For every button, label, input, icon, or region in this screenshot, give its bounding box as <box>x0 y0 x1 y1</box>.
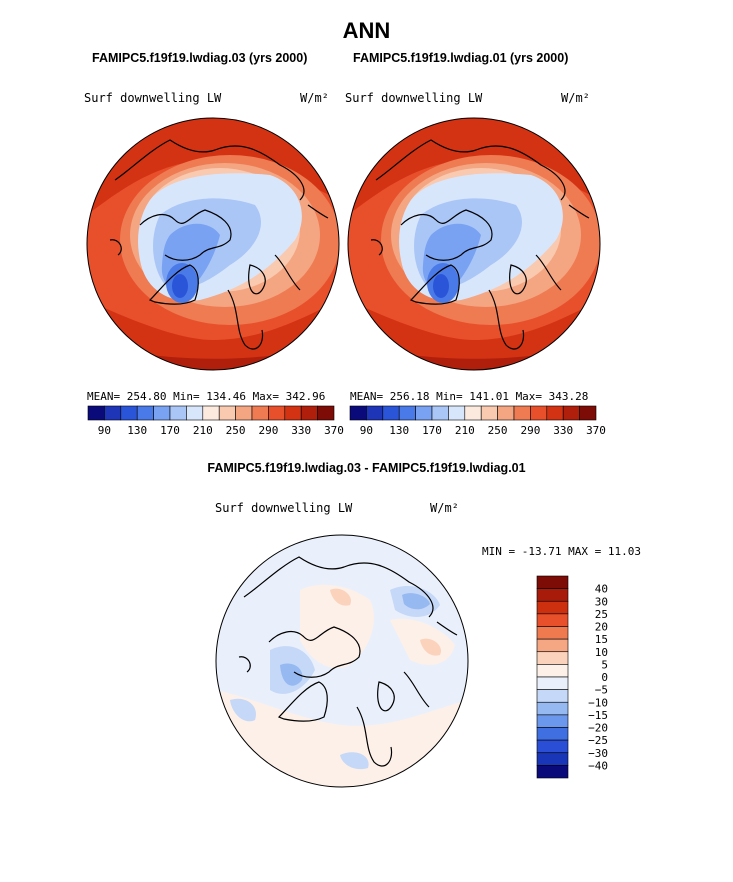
panel2-colorbar-swatch <box>546 405 564 421</box>
panel3-colorbar-swatch <box>536 765 569 779</box>
panel3-map <box>215 534 469 788</box>
panel2-colorbar-tick-label: 330 <box>553 424 573 437</box>
panel2-colorbar-swatch <box>497 405 515 421</box>
panel3-colorbar-swatch <box>536 626 569 640</box>
panel2-units-label: W/m² <box>561 91 590 105</box>
panel3-colorbar-tick-label: 20 <box>595 621 608 634</box>
panel3-colorbar-swatch <box>536 638 569 653</box>
panel3-colorbar-tick-label: −10 <box>588 696 608 709</box>
panel2-colorbar-swatch <box>448 405 466 421</box>
panel2-colorbar-swatch <box>464 405 482 421</box>
panel1-colorbar-tick-label: 170 <box>160 424 180 437</box>
panel1-colorbar-swatch <box>87 405 105 421</box>
panel3-colorbar-swatch <box>536 714 569 728</box>
panel3-colorbar-tick-label: −40 <box>588 759 608 772</box>
panel3-colorbar-swatch <box>536 575 569 589</box>
panel3-colorbar-swatch <box>536 651 569 665</box>
panel3-colorbar-tick-label: −30 <box>588 747 608 760</box>
panel2-colorbar-swatch <box>349 405 367 421</box>
panel3-stats: MIN = -13.71 MAX = 11.03 <box>482 545 641 558</box>
panel1-colorbar-swatch <box>169 405 187 421</box>
panel1-stats: MEAN= 254.80 Min= 134.46 Max= 342.96 <box>87 390 326 403</box>
panel1-colorbar-tick-label: 290 <box>258 424 278 437</box>
panel1-colorbar-swatch <box>202 405 220 421</box>
panel2-colorbar-swatch <box>579 405 597 421</box>
panel3-colorbar-swatch <box>536 676 569 690</box>
panel2-colorbar-swatch <box>366 405 384 421</box>
panel1-colorbar-swatch <box>235 405 253 421</box>
panel3-colorbar-tick-label: −25 <box>588 734 608 747</box>
panel3-subtitle: FAMIPC5.f19f19.lwdiag.03 - FAMIPC5.f19f1… <box>207 461 526 475</box>
panel2-colorbar-swatch <box>480 405 498 421</box>
page-title: ANN <box>342 18 391 43</box>
panel1-map <box>86 117 340 371</box>
panel3-colorbar-tick-label: 0 <box>601 671 608 684</box>
panel1-colorbar-tick-label: 130 <box>127 424 147 437</box>
panel1-colorbar-swatch <box>251 405 269 421</box>
panel3-colorbar-tick-label: −5 <box>595 684 608 697</box>
panel1-colorbar-swatch <box>284 405 302 421</box>
panel3-colorbar-tick-label: −20 <box>588 722 608 735</box>
panel3-colorbar-swatch <box>536 588 569 602</box>
panel3-colorbar-swatch <box>536 613 569 627</box>
panel2-colorbar-tick-label: 290 <box>520 424 540 437</box>
panel1-colorbar-tick-label: 370 <box>324 424 344 437</box>
panel3-colorbar-tick-label: 30 <box>595 595 608 608</box>
panel1-colorbar-tick-label: 250 <box>226 424 246 437</box>
panel1-colorbar-tick-label: 330 <box>291 424 311 437</box>
panel2-colorbar-swatch <box>530 405 548 421</box>
panel3-colorbar-tick-label: 15 <box>595 633 608 646</box>
panel1-units-label: W/m² <box>300 91 329 105</box>
panel1-colorbar-swatch <box>120 405 138 421</box>
panel1-colorbar-swatch <box>268 405 286 421</box>
panel3-units-label: W/m² <box>430 501 459 515</box>
panel3-colorbar-tick-label: 10 <box>595 646 608 659</box>
panel2-colorbar-tick-label: 170 <box>422 424 442 437</box>
panel2-colorbar-tick-label: 370 <box>586 424 606 437</box>
panel1-colorbar-swatch <box>153 405 171 421</box>
panel1-subtitle: FAMIPC5.f19f19.lwdiag.03 (yrs 2000) <box>92 51 308 65</box>
panel3-colorbar-swatch <box>536 689 569 703</box>
panel1-colorbar-swatch <box>136 405 154 421</box>
panel3-colorbar-tick-label: 25 <box>595 608 608 621</box>
panel3-colorbar-swatch <box>536 664 569 678</box>
panel2-colorbar-swatch <box>398 405 416 421</box>
panel2-stats: MEAN= 256.18 Min= 141.01 Max= 343.28 <box>350 390 589 403</box>
panel1-colorbar-tick-label: 210 <box>193 424 213 437</box>
panel2-colorbar-swatch <box>513 405 531 421</box>
panel2-colorbar: 90 130 170 210 250 290 330 370 <box>349 405 606 437</box>
panel1-colorbar-tick-label: 90 <box>98 424 111 437</box>
panel2-variable-label: Surf downwelling LW <box>345 91 483 105</box>
panel2-colorbar-tick-label: 210 <box>455 424 475 437</box>
panel3-colorbar-tick-label: 5 <box>601 658 608 671</box>
panel3-colorbar-swatch <box>536 600 569 615</box>
panel2-map <box>347 117 601 371</box>
panel3-colorbar-swatch <box>536 739 569 754</box>
panel2-colorbar-swatch <box>431 405 449 421</box>
panel2-colorbar-swatch <box>415 405 433 421</box>
panel1-colorbar-swatch <box>104 405 122 421</box>
panel2-colorbar-swatch <box>382 405 400 421</box>
panel1-colorbar-swatch <box>300 405 318 421</box>
panel3-colorbar-swatch <box>536 727 569 741</box>
panel1-colorbar-swatch <box>317 405 335 421</box>
panel2-colorbar-swatch <box>562 405 580 421</box>
panel1-colorbar-swatch <box>186 405 204 421</box>
panel3-colorbar-tick-label: −15 <box>588 709 608 722</box>
panel3-colorbar-swatch <box>536 752 569 766</box>
panel1-colorbar: 90 130 170 210 250 290 330 370 <box>87 405 344 437</box>
panel1-variable-label: Surf downwelling LW <box>84 91 222 105</box>
panel3-colorbar-swatch <box>536 701 569 716</box>
panel3-variable-label: Surf downwelling LW <box>215 501 353 515</box>
panel2-subtitle: FAMIPC5.f19f19.lwdiag.01 (yrs 2000) <box>353 51 569 65</box>
panel2-colorbar-tick-label: 90 <box>360 424 373 437</box>
panel1-colorbar-swatch <box>218 405 236 421</box>
panel2-colorbar-tick-label: 250 <box>488 424 508 437</box>
panel3-colorbar-tick-label: 40 <box>595 583 608 596</box>
panel2-colorbar-tick-label: 130 <box>389 424 409 437</box>
